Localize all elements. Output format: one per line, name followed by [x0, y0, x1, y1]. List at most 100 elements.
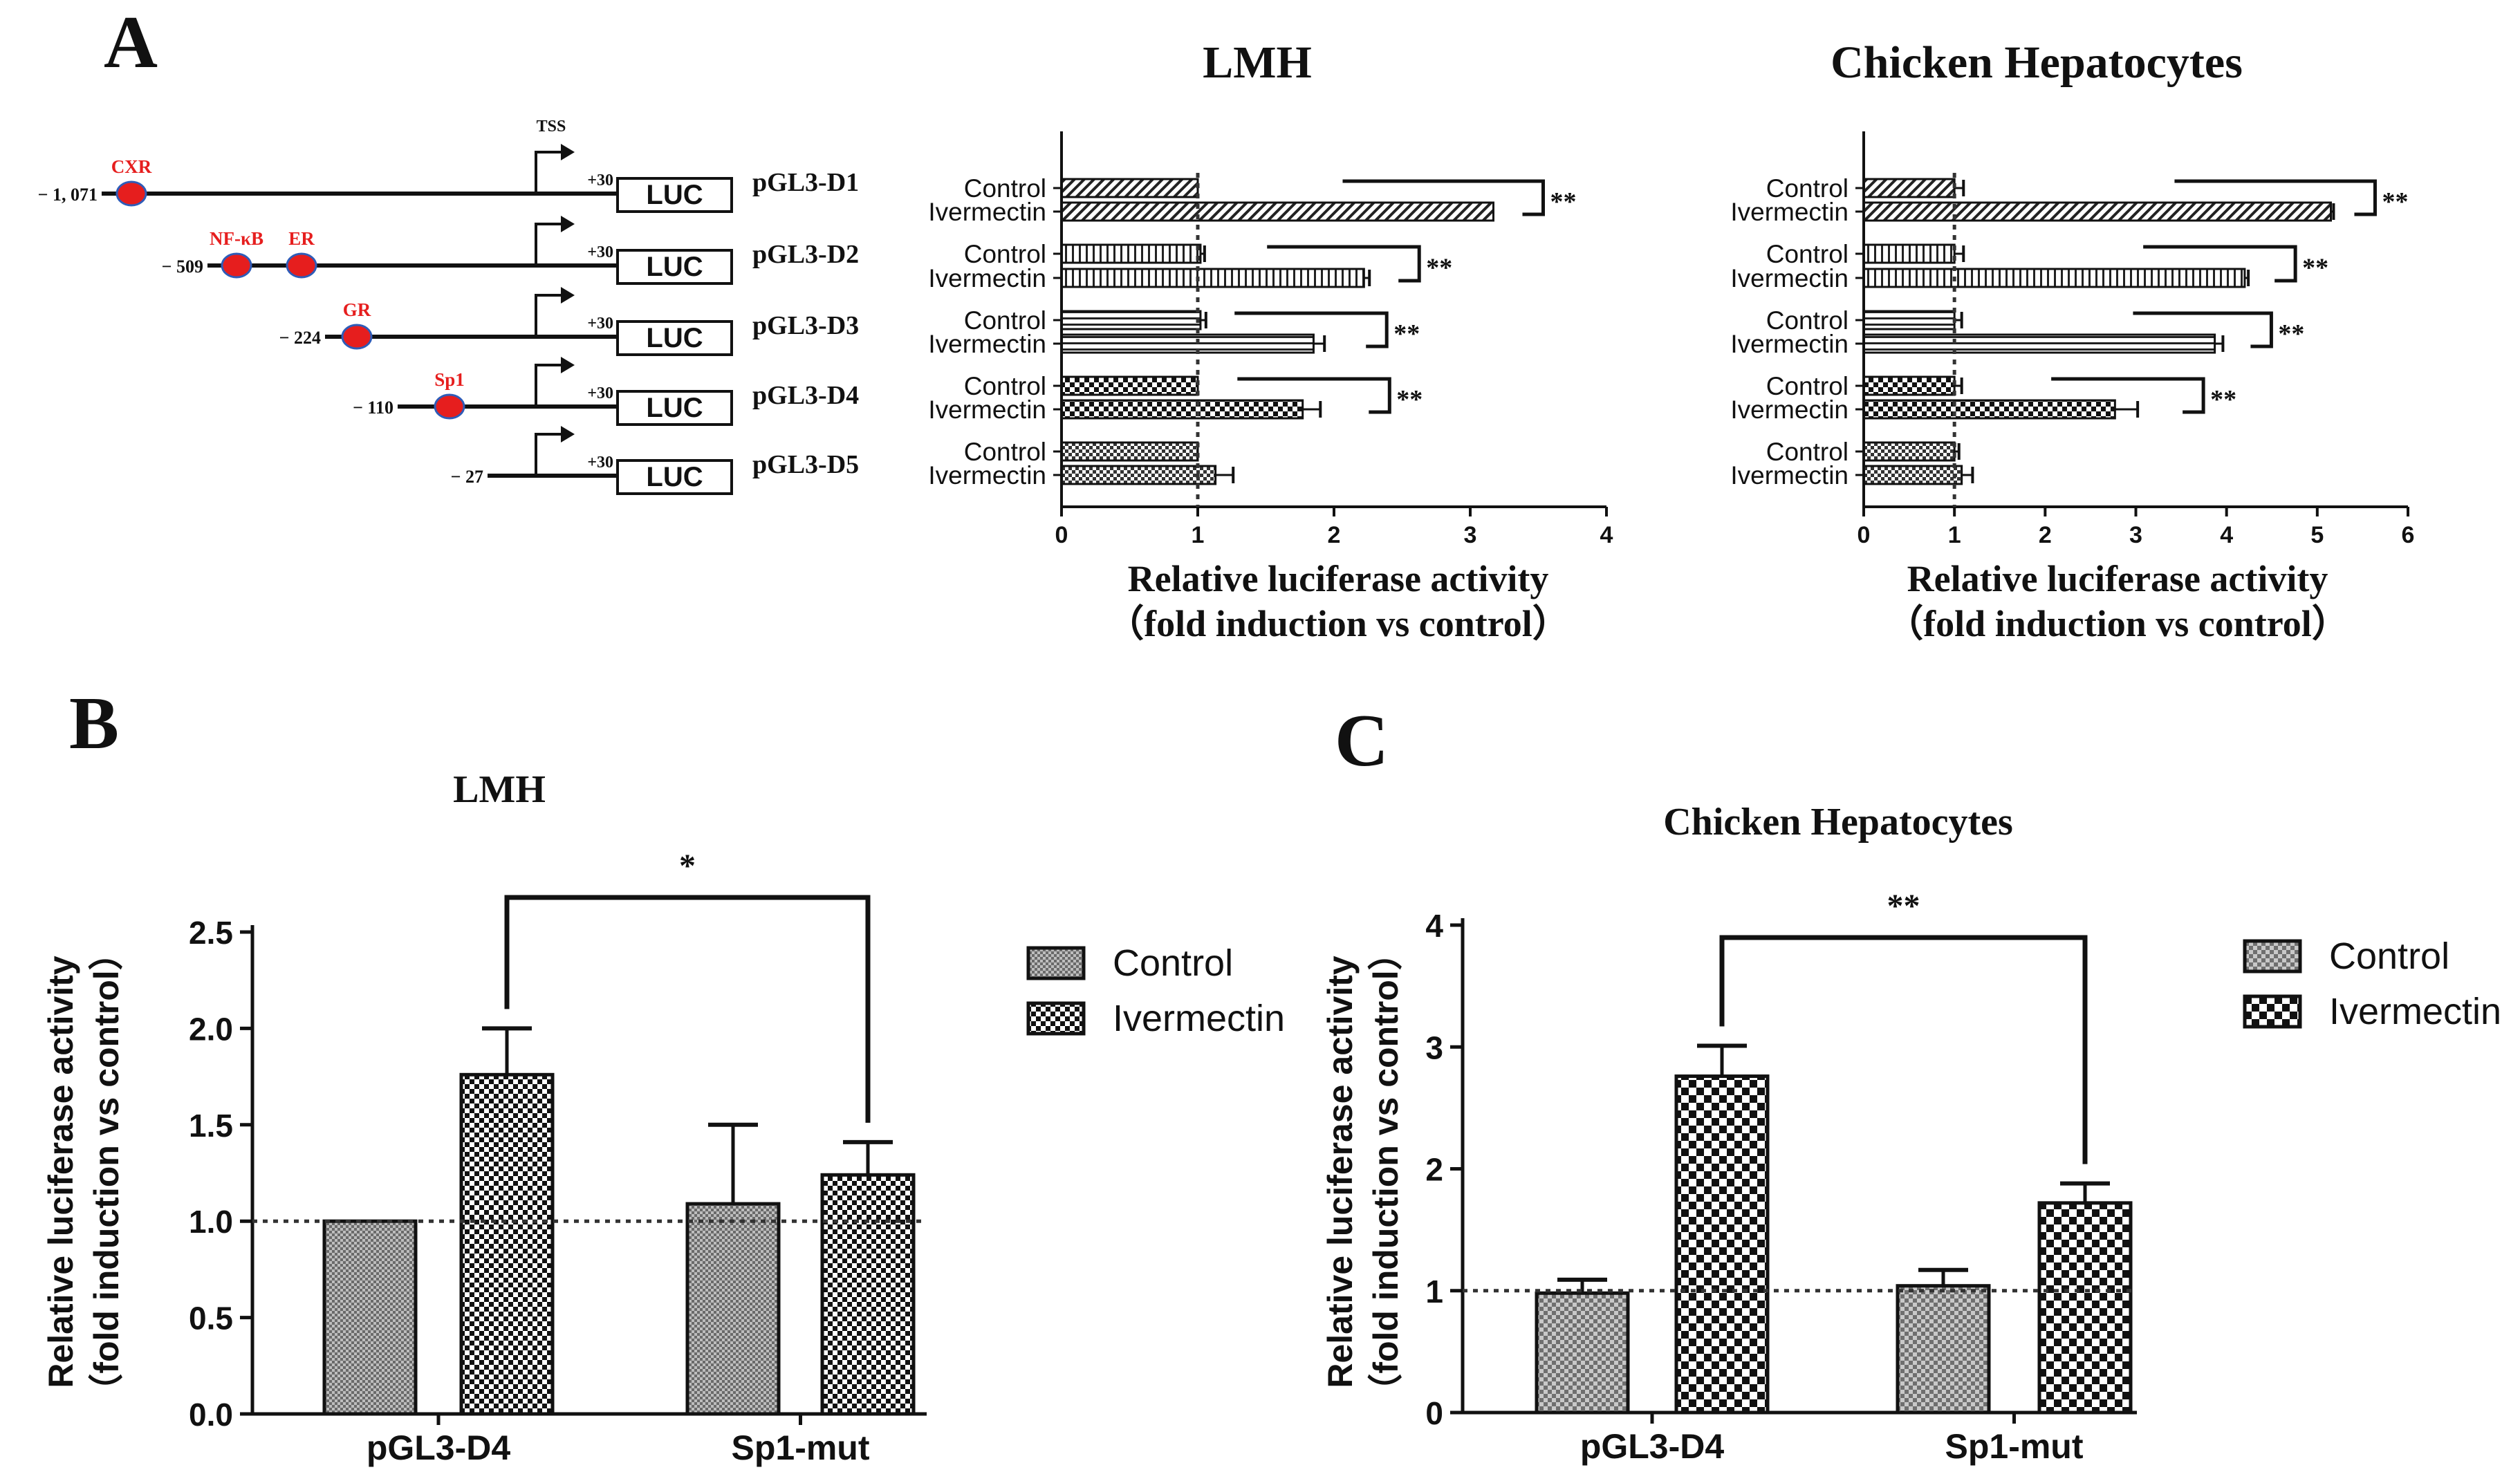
bar-category-label: Ivermectin [928, 264, 1046, 292]
tss-label: TSS [537, 118, 566, 136]
bar [1862, 201, 2333, 222]
construct-end-label: +30 [587, 171, 613, 189]
x-axis-label: Relative luciferase activity [1128, 558, 1549, 599]
significance-bracket [504, 895, 871, 1123]
legend-swatch [1026, 946, 1086, 980]
y-tick-label: 1.0 [189, 1204, 233, 1240]
significance-label: ** [1550, 187, 1576, 216]
bar-category-label: Ivermectin [1730, 198, 1849, 226]
construct-start-label: − 1, 071 [38, 185, 98, 205]
bar [1896, 1284, 1991, 1415]
luc-reporter-box [616, 459, 733, 495]
tss-arrowhead-icon [561, 287, 575, 304]
construct-name: pGL3-D1 [752, 168, 859, 197]
tss-arrow-icon [535, 433, 564, 476]
tss-arrow-icon [535, 223, 564, 266]
bar [1862, 243, 1956, 264]
promoter-construct-diagram: − 1, 071 TSS +30 LUC pGL3-D1 CXR − 509 +30 LUC pG… [38, 118, 859, 495]
bar [1862, 268, 2246, 288]
x-tick-label: 6 [2402, 522, 2415, 548]
construct-name: pGL3-D3 [752, 311, 859, 340]
y-tick-label: 0.5 [189, 1301, 233, 1336]
bar-category-label: Control [1766, 306, 1849, 335]
legend-swatch [1026, 1001, 1086, 1036]
construct-name: pGL3-D4 [752, 381, 859, 410]
y-tick-label: 4 [1425, 908, 1443, 944]
bar [1535, 1291, 1630, 1415]
binding-site-label: NF-κB [210, 228, 263, 249]
legend-label: Control [1113, 942, 1233, 984]
legend-label: Control [2329, 935, 2449, 977]
significance-label: ** [2278, 319, 2304, 348]
bar-category-label: Control [964, 438, 1046, 466]
legend-label: Ivermectin [1113, 998, 1285, 1039]
bar [1060, 201, 1494, 222]
y-axis-label: Relative luciferase activity [41, 956, 80, 1388]
bar-category-label: Ivermectin [928, 395, 1046, 424]
tss-arrow-icon [535, 151, 564, 194]
luc-reporter-box [616, 320, 733, 356]
tss-arrowhead-icon [561, 357, 575, 373]
bar-category-label: Ivermectin [928, 198, 1046, 226]
construct-end-label: +30 [587, 243, 613, 261]
x-tick-label: 0 [1055, 522, 1068, 548]
y-tick-label: 0 [1425, 1395, 1443, 1431]
x-axis-label: Relative luciferase activity [1907, 558, 2328, 599]
significance-bracket [1234, 311, 1389, 348]
construct-end-label: +30 [587, 384, 613, 402]
construct-name: pGL3-D2 [752, 240, 859, 269]
significance-bracket [2051, 377, 2205, 414]
bar [1060, 333, 1315, 354]
x-tick-label: pGL3-D4 [1580, 1427, 1725, 1466]
binding-site-label: Sp1 [434, 369, 465, 390]
x-tick-label: 2 [1328, 522, 1341, 548]
binding-site-marker [286, 252, 317, 279]
bar-category-label: Ivermectin [928, 330, 1046, 358]
bar [1862, 178, 1956, 198]
bar-category-label: Ivermectin [1730, 395, 1849, 424]
significance-label: ** [1396, 385, 1423, 414]
bar [1674, 1074, 1770, 1415]
significance-label: ** [1393, 319, 1420, 348]
y-axis-sublabel: （fold induction vs control） [87, 935, 126, 1408]
chart-b-lmh: LMH 0.0 0.5 1.0 1.5 2.0 2.5 pGL3-D4 Sp1-mut * Rela… [41, 768, 1285, 1467]
chart-title: Chicken Hepatocytes [1663, 801, 2013, 844]
y-axis-label: Relative luciferase activity [1321, 956, 1360, 1388]
y-tick-label: 2.0 [189, 1011, 233, 1047]
significance-label: ** [2382, 187, 2408, 216]
bar-category-label: Control [1766, 372, 1849, 400]
bar [1060, 310, 1202, 330]
luc-reporter-box [616, 390, 733, 426]
bar [1862, 399, 2116, 420]
y-tick-label: 1 [1425, 1274, 1443, 1310]
bar [1060, 465, 1217, 485]
significance-label: * [679, 848, 696, 884]
binding-site-label: CXR [111, 156, 152, 177]
luc-reporter-label: LUC [646, 393, 703, 423]
binding-site-marker [341, 324, 373, 350]
bar-category-label: Ivermectin [1730, 264, 1849, 292]
chart-title: Chicken Hepatocytes [1831, 37, 2243, 88]
bar-category-label: Control [1766, 174, 1849, 203]
chart-title: LMH [1203, 37, 1312, 88]
significance-label: ** [2302, 254, 2328, 283]
y-tick-label: 3 [1425, 1030, 1443, 1065]
construct-end-label: +30 [587, 454, 613, 472]
significance-bracket [2143, 245, 2297, 283]
y-tick-label: 2 [1425, 1152, 1443, 1188]
y-tick-label: 1.5 [189, 1108, 233, 1144]
x-tick-label: Sp1-mut [732, 1428, 870, 1467]
bar [1060, 243, 1202, 264]
significance-bracket [1237, 377, 1391, 414]
x-axis-sublabel: （fold induction vs control） [1886, 603, 2349, 644]
significance-label: ** [2210, 385, 2236, 414]
bar-category-label: Control [1766, 438, 1849, 466]
luc-reporter-label: LUC [646, 323, 703, 353]
tss-arrowhead-icon [561, 144, 575, 160]
bar [1862, 375, 1956, 396]
bar [1060, 178, 1199, 198]
bar-category-label: Control [964, 372, 1046, 400]
bar [1060, 399, 1304, 420]
binding-site-marker [434, 393, 465, 420]
panel-label-c: C [1335, 700, 1389, 782]
